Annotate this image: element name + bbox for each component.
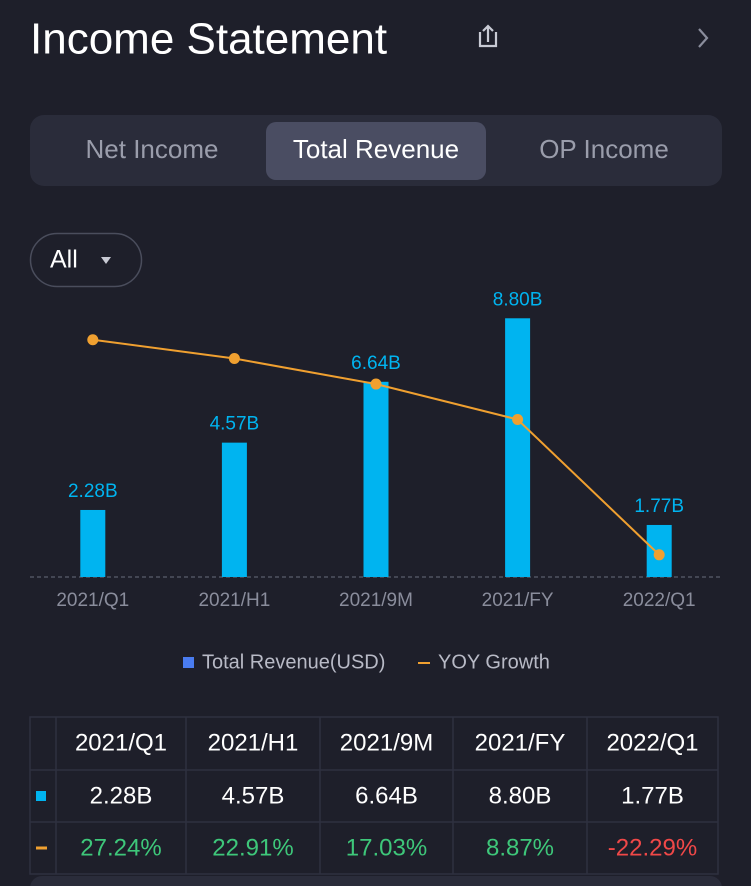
bar — [363, 381, 389, 577]
legend-label: YOY Growth — [438, 651, 550, 673]
table-growth-cell: 17.03% — [346, 834, 427, 861]
table-revenue-cell: 2.28B — [90, 782, 153, 809]
table-revenue-cell: 1.77B — [621, 782, 684, 809]
table-frame — [29, 716, 719, 875]
x-tick-label: 2021/H1 — [198, 590, 270, 611]
tab-active-bg — [266, 122, 486, 180]
table-header-cell: 2021/9M — [340, 729, 433, 756]
share-button[interactable] — [478, 24, 498, 48]
tab[interactable]: Total Revenue — [266, 122, 486, 180]
tab-label: Total Revenue — [293, 134, 459, 164]
filter-dropdown[interactable]: All — [29, 232, 143, 288]
bar — [80, 509, 106, 577]
bar — [505, 318, 531, 577]
legend-swatch — [183, 657, 194, 668]
bar-value-label: 6.64B — [351, 353, 401, 374]
legend: Total Revenue(USD) YOY Growth — [183, 651, 550, 673]
line-point — [512, 413, 524, 425]
bar-value-label: 2.28B — [68, 481, 118, 502]
x-tick-label: 2021/FY — [482, 590, 554, 611]
table-growth-cell: 8.87% — [486, 834, 554, 861]
filter-pill — [29, 232, 143, 288]
table-header-cell: 2021/Q1 — [75, 729, 167, 756]
tab-label: OP Income — [539, 134, 669, 164]
row-marker — [36, 791, 46, 801]
table-header-cell: 2022/Q1 — [606, 729, 698, 756]
page-title: Income Statement — [30, 15, 387, 64]
tab[interactable]: Net Income — [86, 134, 219, 164]
share-icon — [478, 32, 498, 48]
dropdown-caret — [101, 257, 111, 264]
filter-label: All — [50, 246, 78, 274]
table-growth-cell: 27.24% — [80, 834, 161, 861]
chevron-right[interactable] — [698, 28, 709, 48]
bottom-panel — [30, 876, 722, 886]
bar-value-label: 4.57B — [210, 414, 260, 435]
line-point — [87, 334, 99, 346]
x-tick-label: 2021/9M — [339, 590, 413, 611]
line-point — [653, 549, 665, 561]
tab[interactable]: OP Income — [539, 134, 669, 164]
share-arrow — [482, 24, 494, 42]
table-header-cell: 2021/H1 — [208, 729, 299, 756]
tab-label: Net Income — [86, 134, 219, 164]
table-revenue-cell: 8.80B — [489, 782, 552, 809]
table-growth-cell: 22.91% — [212, 834, 293, 861]
legend-label: Total Revenue(USD) — [202, 651, 385, 673]
table-header-cell: 2021/FY — [475, 729, 566, 756]
x-tick-label: 2021/Q1 — [56, 590, 129, 611]
table-growth-cell: -22.29% — [608, 834, 697, 861]
bar-value-label: 1.77B — [634, 496, 684, 517]
line-point — [228, 353, 240, 365]
x-tick-label: 2022/Q1 — [623, 590, 696, 611]
bar-value-label: 8.80B — [493, 289, 543, 310]
line-point — [370, 378, 382, 390]
bar — [221, 442, 247, 577]
table-revenue-cell: 6.64B — [355, 782, 418, 809]
table-revenue-cell: 4.57B — [222, 782, 285, 809]
